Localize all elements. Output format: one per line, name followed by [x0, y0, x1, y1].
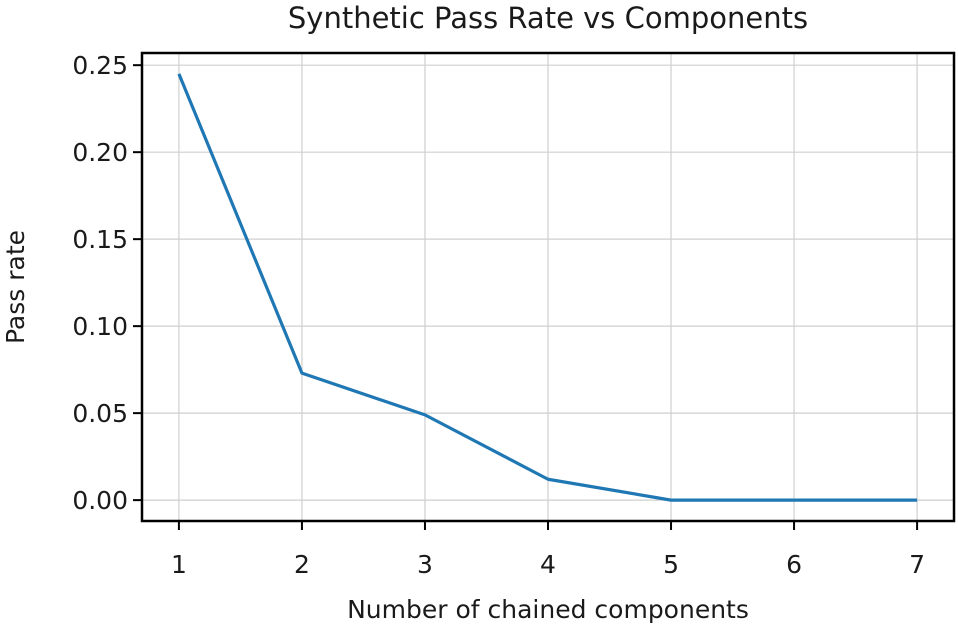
y-axis: 0.00 0.05 0.10 0.15 0.20 0.25 [72, 51, 142, 515]
series-layer [177, 73, 918, 502]
y-tick-label: 0.05 [72, 399, 128, 428]
grid [142, 53, 954, 521]
x-tick-label: 7 [909, 550, 925, 579]
x-tick-label: 6 [786, 550, 802, 579]
x-tick-label: 3 [417, 550, 433, 579]
y-tick-label: 0.00 [72, 486, 128, 515]
x-tick-label: 2 [294, 550, 310, 579]
y-tick-label: 0.10 [72, 312, 128, 341]
x-axis: 1 2 3 4 5 6 7 [171, 521, 925, 579]
y-tick-label: 0.20 [72, 138, 128, 167]
x-tick-label: 4 [540, 550, 556, 579]
y-tick-label: 0.15 [72, 225, 128, 254]
y-tick-label: 0.25 [72, 51, 128, 80]
chart-title: Synthetic Pass Rate vs Components [288, 1, 808, 35]
series-line [177, 73, 918, 502]
x-tick-label: 1 [171, 550, 187, 579]
y-axis-label: Pass rate [1, 230, 30, 344]
x-axis-label: Number of chained components [347, 595, 749, 624]
x-tick-label: 5 [663, 550, 679, 579]
